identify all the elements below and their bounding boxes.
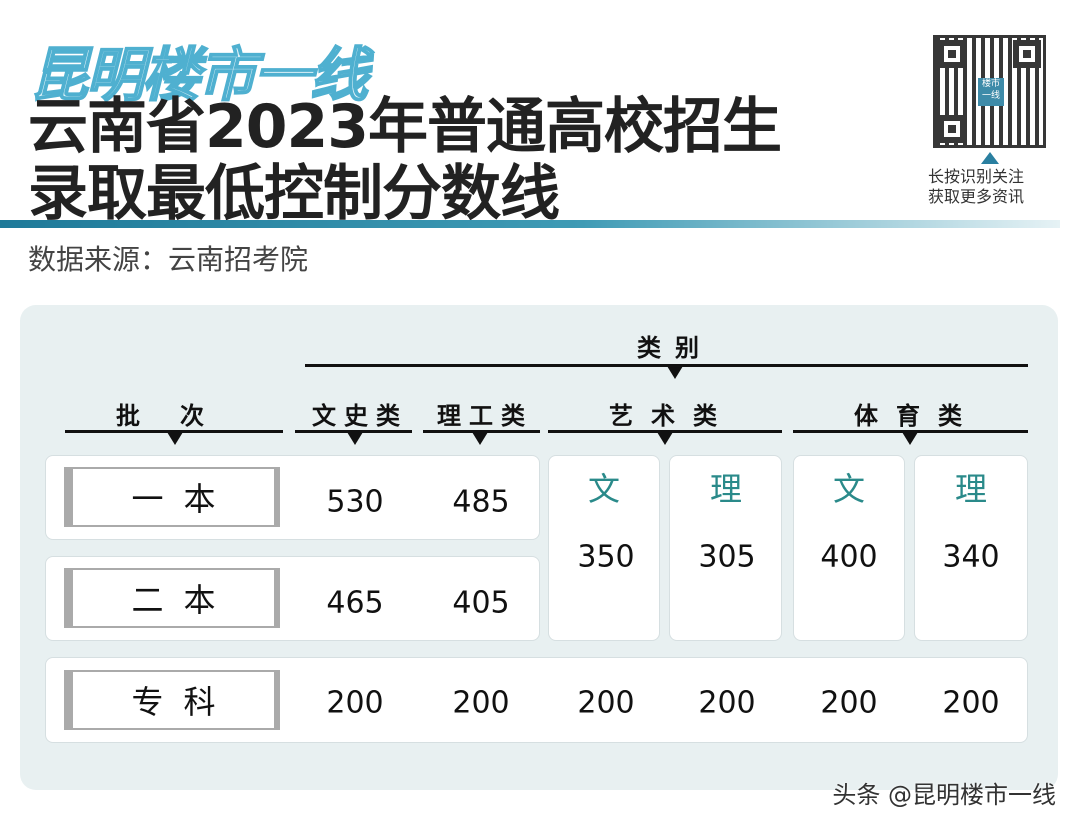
arrow-down-icon — [167, 432, 183, 445]
arrow-down-icon — [472, 432, 488, 445]
col-header-ligong: 理工类 — [437, 402, 533, 430]
divider-bar — [0, 220, 1060, 228]
score: 400 — [820, 539, 878, 575]
score: 200 — [820, 685, 878, 721]
score: 340 — [942, 539, 1000, 575]
score: 200 — [698, 685, 756, 721]
arrow-down-icon — [667, 366, 683, 379]
batch-label: 二本 — [64, 568, 280, 628]
cell-sports-li — [914, 455, 1028, 641]
divider — [548, 430, 782, 433]
score: 485 — [452, 484, 510, 520]
sub-col-art-li: 理 — [709, 470, 743, 508]
score: 200 — [452, 685, 510, 721]
score: 350 — [577, 539, 635, 575]
cell-art-li — [669, 455, 782, 641]
qr-code[interactable]: 楼市一线 — [933, 35, 1046, 148]
sub-col-sports-wen: 文 — [832, 470, 866, 508]
cell-art-wen — [548, 455, 660, 641]
arrow-down-icon — [657, 432, 673, 445]
brand-logo: 昆明楼市一线 — [29, 40, 369, 110]
col-header-wenshi: 文史类 — [312, 402, 408, 430]
divider — [423, 430, 540, 433]
cell-sports-wen — [793, 455, 905, 641]
score: 465 — [326, 585, 384, 621]
page-title-line1: 云南省2023年普通高校招生 — [28, 92, 782, 162]
data-source: 数据来源：云南招考院 — [28, 243, 309, 276]
score: 200 — [942, 685, 1000, 721]
arrow-down-icon — [902, 432, 918, 445]
score: 405 — [452, 585, 510, 621]
category-header: 类别 — [637, 334, 713, 362]
col-header-sports: 体育类 — [854, 402, 980, 430]
divider — [305, 364, 1028, 367]
score: 530 — [326, 484, 384, 520]
batch-header: 批次 — [116, 402, 244, 430]
qr-caption-2: 获取更多资讯 — [928, 187, 1025, 206]
divider — [793, 430, 1028, 433]
col-header-art: 艺术类 — [609, 402, 735, 430]
qr-center-logo: 楼市一线 — [978, 78, 1004, 106]
batch-label: 专科 — [64, 670, 280, 730]
page-title-line2: 录取最低控制分数线 — [28, 159, 560, 229]
score: 305 — [698, 539, 756, 575]
sub-col-art-wen: 文 — [587, 470, 621, 508]
arrow-down-icon — [347, 432, 363, 445]
sub-col-sports-li: 理 — [954, 470, 988, 508]
score: 200 — [326, 685, 384, 721]
divider — [65, 430, 283, 433]
batch-label: 一本 — [64, 467, 280, 527]
qr-caption-1: 长按识别关注 — [928, 167, 1025, 186]
score: 200 — [577, 685, 635, 721]
divider — [295, 430, 412, 433]
footer-credit: 头条 @昆明楼市一线 — [832, 781, 1056, 809]
triangle-up-icon — [981, 152, 999, 164]
